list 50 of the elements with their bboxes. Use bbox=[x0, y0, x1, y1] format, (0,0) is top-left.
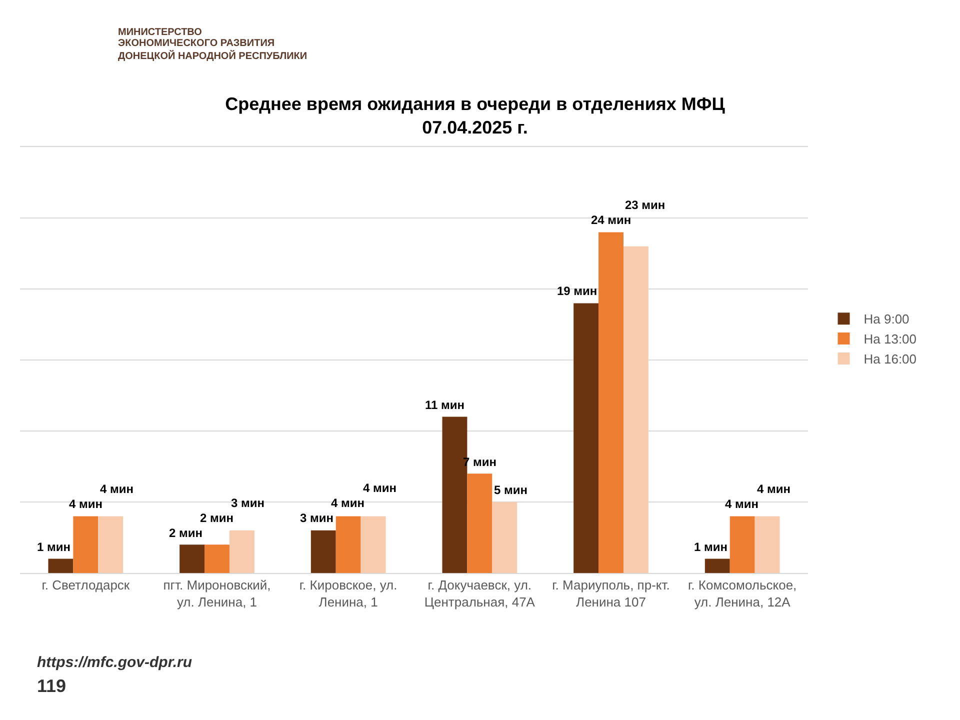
chart-title: Среднее время ожидания в очереди в отделениях МФЦ 07.04.2025 г. bbox=[225, 94, 726, 138]
data-label: 2 мин bbox=[169, 526, 203, 540]
data-label: 3 мин bbox=[300, 511, 334, 525]
text: ЭКОНОМИЧЕСКОГО РАЗВИТИЯ bbox=[118, 38, 275, 49]
legend-label: На 9:00 bbox=[864, 312, 910, 327]
data-label: 5 мин bbox=[494, 483, 528, 497]
bar bbox=[598, 232, 624, 573]
x-tick-label: г. Мариуполь, пр-кт. Ленина 107 bbox=[552, 578, 670, 610]
bar bbox=[48, 558, 74, 573]
data-label: 1 мин bbox=[694, 540, 728, 554]
data-label: 11 мин bbox=[425, 398, 465, 412]
text: МИНИСТЕРСТВО bbox=[118, 27, 202, 38]
data-label: 1 мин bbox=[37, 540, 71, 554]
data-label: 2 мин bbox=[200, 511, 234, 525]
x-tick-label: г. Комсомольское, ул. Ленина, 12А bbox=[688, 578, 797, 610]
data-label: 3 мин bbox=[231, 496, 265, 510]
bar bbox=[492, 502, 518, 573]
bar bbox=[467, 474, 492, 573]
bar bbox=[730, 516, 755, 573]
bar bbox=[704, 558, 730, 573]
data-label: 4 мин bbox=[100, 482, 134, 496]
data-label: 4 мин bbox=[69, 497, 103, 511]
bar bbox=[98, 516, 124, 573]
x-tick-label: г. Кировское, ул. Ленина, 1 bbox=[299, 578, 398, 610]
bar bbox=[623, 246, 648, 573]
data-label: 4 мин bbox=[331, 496, 365, 510]
x-tick-label: пгт. Мироновский, ул. Ленина, 1 bbox=[163, 578, 271, 610]
x-tick-label: г. Светлодарск bbox=[42, 578, 130, 593]
bar bbox=[336, 516, 361, 573]
data-label: 19 мин bbox=[557, 284, 598, 298]
bar bbox=[180, 544, 205, 573]
text: https://mfc.gov-dpr.ru bbox=[37, 654, 192, 671]
bar bbox=[229, 530, 254, 573]
bar bbox=[73, 516, 98, 573]
legend-label: На 13:00 bbox=[864, 332, 917, 347]
data-label: 4 мин bbox=[757, 482, 791, 496]
data-label: 4 мин bbox=[363, 481, 397, 495]
text: 119 bbox=[37, 676, 66, 696]
data-label: 23 мин bbox=[625, 198, 666, 212]
x-tick-label: г. Докучаевск, ул. Центральная, 47А bbox=[424, 578, 536, 610]
bar bbox=[310, 530, 336, 573]
data-label: 4 мин bbox=[725, 497, 759, 511]
text: ДОНЕЦКОЙ НАРОДНОЙ РЕСПУБЛИКИ bbox=[118, 49, 308, 62]
bar bbox=[442, 416, 468, 573]
bar bbox=[574, 303, 599, 573]
bar bbox=[360, 516, 386, 573]
bar bbox=[754, 516, 780, 573]
legend-label: На 16:00 bbox=[864, 352, 917, 367]
data-label: 24 мин bbox=[591, 213, 632, 227]
bar bbox=[204, 544, 230, 573]
